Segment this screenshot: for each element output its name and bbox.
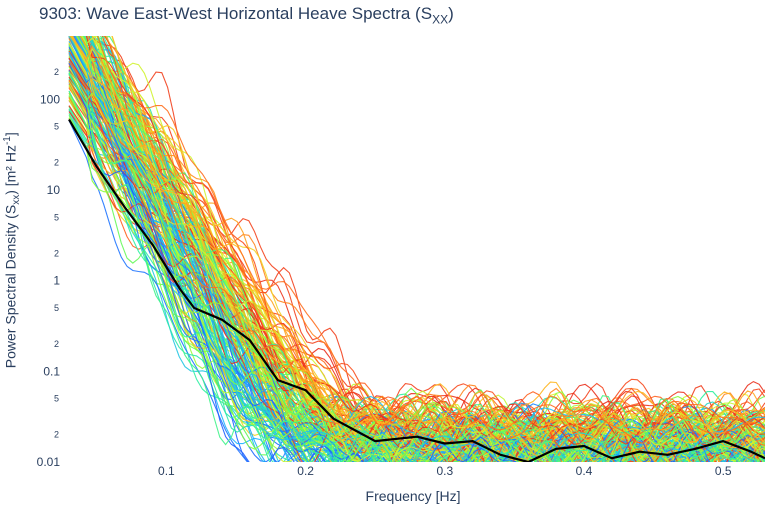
series-line bbox=[68, 118, 765, 462]
y-minor-tick-label: 2 bbox=[54, 430, 59, 440]
spectrum-line bbox=[68, 106, 765, 462]
x-tick-label: 0.4 bbox=[576, 464, 593, 478]
y-minor-tick-label: 2 bbox=[54, 67, 59, 77]
mean-spectrum bbox=[68, 118, 765, 462]
spectrum-line bbox=[76, 36, 714, 462]
spectrum-line bbox=[68, 90, 744, 462]
spectrum-line bbox=[91, 36, 761, 462]
y-minor-tick-label: 2 bbox=[54, 158, 59, 168]
y-minor-tick-label: 5 bbox=[54, 394, 59, 404]
y-tick-label: 0.01 bbox=[37, 455, 61, 469]
spectrum-line bbox=[71, 36, 765, 462]
x-tick-label: 0.2 bbox=[297, 464, 314, 478]
spectrum-line bbox=[68, 71, 765, 462]
spectrum-line bbox=[70, 36, 765, 458]
y-minor-tick-label: 2 bbox=[54, 339, 59, 349]
spectrum-line bbox=[77, 36, 764, 462]
y-minor-tick-label: 5 bbox=[54, 303, 59, 313]
x-axis-label: Frequency [Hz] bbox=[365, 488, 461, 504]
spectrum-line bbox=[87, 36, 765, 455]
y-tick-label: 1 bbox=[53, 274, 60, 288]
spectrum-line bbox=[68, 52, 765, 462]
spectrum-line bbox=[97, 36, 765, 446]
spectrum-line bbox=[68, 58, 755, 462]
x-tick-label: 0.1 bbox=[158, 464, 175, 478]
spectrum-line bbox=[69, 36, 765, 442]
spectrum-line bbox=[68, 117, 744, 462]
spectrum-line bbox=[68, 61, 765, 462]
y-minor-tick-label: 2 bbox=[54, 248, 59, 258]
x-tick-label: 0.5 bbox=[715, 464, 732, 478]
spectrum-line bbox=[81, 36, 765, 462]
y-tick-label: 0.1 bbox=[43, 364, 60, 378]
spectrum-line bbox=[104, 36, 765, 451]
spectra-ensemble bbox=[68, 36, 765, 462]
spectrum-line bbox=[68, 61, 765, 444]
x-tick-label: 0.3 bbox=[436, 464, 453, 478]
spectrum-line bbox=[79, 36, 765, 444]
y-tick-label: 100 bbox=[40, 92, 60, 106]
spectrum-line bbox=[68, 36, 757, 462]
spectrum-line bbox=[68, 84, 765, 462]
spectrum-line bbox=[68, 105, 765, 462]
y-tick-label: 10 bbox=[47, 183, 61, 197]
spectrum-line bbox=[68, 70, 678, 462]
y-minor-tick-label: 5 bbox=[54, 122, 59, 132]
axis-ticks: 0.1 0.2 0.3 0.4 0.5 0.01 0.1 1 10 100 2 5 2 5 2 5 2 5 2 bbox=[37, 67, 732, 478]
spectrum-line bbox=[68, 113, 741, 462]
spectrum-line bbox=[90, 36, 765, 462]
spectrum-line bbox=[68, 106, 741, 462]
chart-title: 9303: Wave East-West Horizontal Heave Sp… bbox=[39, 4, 454, 27]
y-minor-tick-label: 5 bbox=[54, 212, 59, 222]
spectrum-line bbox=[69, 36, 755, 462]
spectrum-line bbox=[68, 91, 765, 462]
